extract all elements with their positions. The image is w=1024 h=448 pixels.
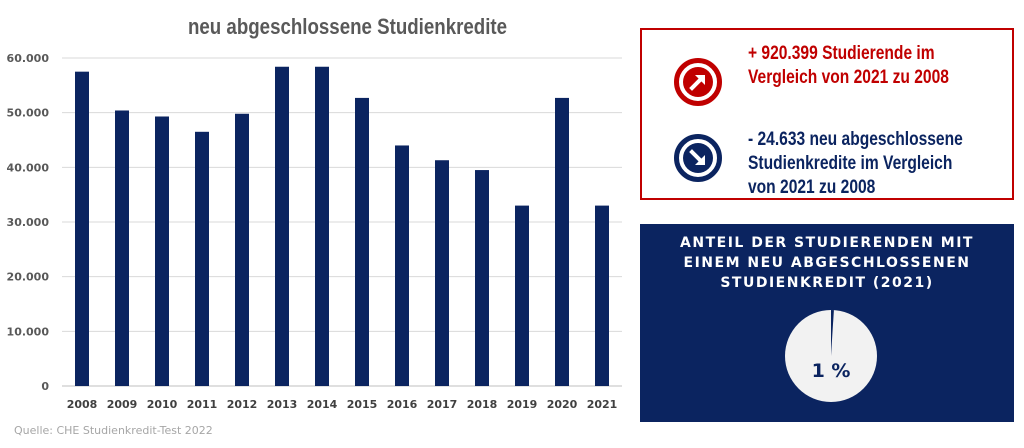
bar-chart: 0 10.000 20.000 30.000 40.000 50.000 60.000 20… — [7, 52, 622, 411]
y-tick-label: 40.000 — [7, 161, 50, 174]
bar — [595, 205, 609, 386]
bar — [155, 116, 169, 386]
y-tick-label: 50.000 — [7, 107, 50, 120]
x-tick-label: 2011 — [187, 398, 218, 411]
credits-change-line: - 24.633 neu abgeschlossene — [748, 129, 963, 150]
x-tick-label: 2014 — [307, 398, 338, 411]
students-change-line: Vergleich von 2021 zu 2008 — [748, 67, 949, 88]
students-change-text: + 920.399 Studierende im Vergleich von 2… — [748, 42, 963, 90]
x-tick-label: 2010 — [147, 398, 178, 411]
share-pie-chart — [785, 310, 877, 402]
bars — [75, 66, 609, 387]
x-tick-label: 2012 — [227, 398, 258, 411]
x-tick-label: 2015 — [347, 398, 378, 411]
credits-change-line: von 2021 zu 2008 — [748, 177, 876, 198]
share-percent-label: 1 % — [811, 360, 851, 382]
bar — [195, 131, 209, 386]
x-axis-tick-labels: 2008 2009 2010 2011 2012 2013 2014 2015 2016 2017… — [67, 398, 618, 411]
bar — [395, 145, 409, 386]
comparison-info-box: + 920.399 Studierende im Vergleich von 2… — [640, 28, 1014, 200]
bar — [235, 113, 249, 386]
bar — [115, 110, 129, 386]
share-title-line: EINEM NEU ABGESCHLOSSENEN — [683, 255, 971, 271]
y-tick-label: 60.000 — [7, 52, 50, 65]
x-tick-label: 2020 — [547, 398, 578, 411]
x-tick-label: 2017 — [427, 398, 458, 411]
x-tick-label: 2016 — [387, 398, 418, 411]
share-title: ANTEIL DER STUDIERENDEN MIT EINEM NEU AB… — [640, 233, 1014, 293]
chart-title: neu abgeschlossene Studienkredite — [187, 14, 508, 39]
x-tick-label: 2019 — [507, 398, 538, 411]
students-change-line: + 920.399 Studierende im — [748, 43, 935, 64]
credits-change-line: Studienkredite im Vergleich — [748, 153, 953, 174]
student-share-panel: ANTEIL DER STUDIERENDEN MIT EINEM NEU AB… — [640, 224, 1014, 422]
gridlines — [62, 57, 622, 387]
y-axis-tick-labels: 0 10.000 20.000 30.000 40.000 50.000 60.000 — [7, 52, 50, 393]
bar — [355, 97, 369, 386]
x-tick-label: 2013 — [267, 398, 298, 411]
share-title-line: STUDIENKREDIT (2021) — [720, 275, 934, 291]
credits-change-text: - 24.633 neu abgeschlossene Studienkredi… — [748, 128, 963, 200]
pie-slice-share — [831, 310, 834, 356]
x-tick-label: 2009 — [107, 398, 138, 411]
x-tick-label: 2021 — [587, 398, 618, 411]
source-note: Quelle: CHE Studienkredit-Test 2022 — [14, 424, 213, 437]
arrow-down-right-icon — [674, 134, 722, 182]
x-tick-label: 2008 — [67, 398, 98, 411]
arrow-up-right-icon — [674, 58, 722, 106]
bar — [75, 71, 89, 387]
bar — [475, 170, 489, 386]
bar — [555, 97, 569, 386]
y-tick-label: 10.000 — [7, 325, 50, 338]
bar — [315, 66, 329, 386]
bar — [435, 160, 449, 386]
share-title-line: ANTEIL DER STUDIERENDEN MIT — [680, 235, 974, 251]
y-tick-label: 0 — [41, 380, 49, 393]
x-tick-label: 2018 — [467, 398, 498, 411]
bar — [275, 66, 289, 386]
bar — [515, 205, 529, 386]
y-tick-label: 30.000 — [7, 216, 50, 229]
y-tick-label: 20.000 — [7, 271, 50, 284]
